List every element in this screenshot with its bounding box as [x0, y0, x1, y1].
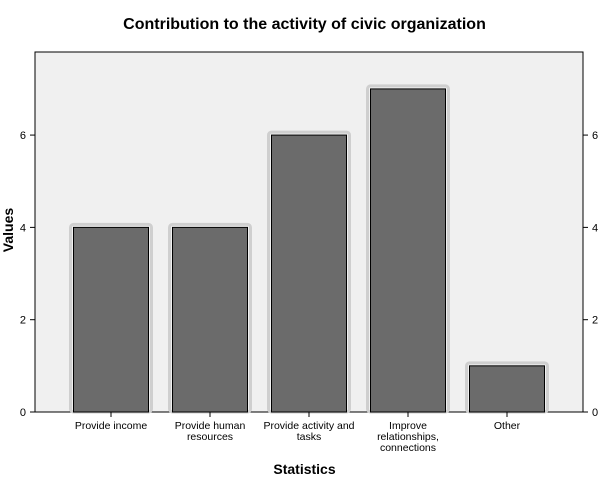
- x-tick-label: Other: [494, 420, 521, 432]
- bar: [73, 226, 149, 413]
- y-tick-label-right: 4: [592, 222, 598, 234]
- y-tick-label-left: 6: [20, 130, 26, 142]
- x-tick-label: Provide income: [75, 420, 148, 432]
- bar: [271, 134, 347, 413]
- y-tick-label-left: 2: [20, 315, 26, 327]
- x-axis-title: Statistics: [273, 461, 336, 477]
- y-tick-label-left: 0: [20, 407, 26, 419]
- x-tick-label: Provide human: [175, 420, 246, 432]
- bar: [172, 226, 248, 413]
- x-tick-label: resources: [187, 431, 233, 443]
- y-tick-label-right: 0: [592, 407, 598, 419]
- y-tick-label-right: 2: [592, 315, 598, 327]
- bar: [469, 365, 545, 413]
- x-tick-label: connections: [380, 442, 436, 454]
- x-tick-label: tasks: [297, 431, 322, 443]
- bar: [370, 88, 446, 413]
- y-tick-label-right: 6: [592, 130, 598, 142]
- y-tick-label-left: 4: [20, 222, 26, 234]
- x-tick-label: Improve: [389, 420, 427, 432]
- x-tick-label: relationships,: [377, 431, 439, 443]
- chart-title: Contribution to the activity of civic or…: [123, 16, 486, 33]
- x-tick-label: Provide activity and: [263, 420, 354, 432]
